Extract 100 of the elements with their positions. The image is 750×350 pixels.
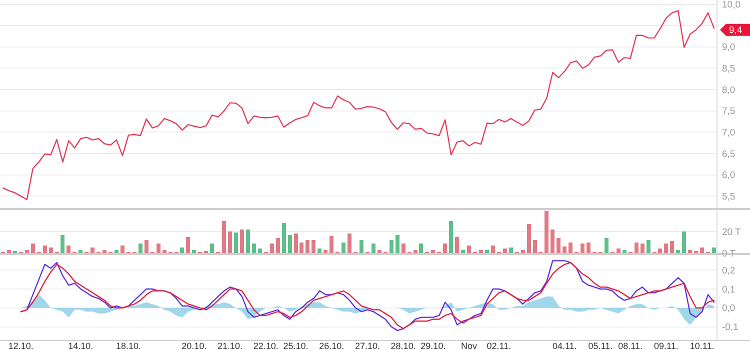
bar	[180, 248, 184, 253]
bar	[377, 250, 382, 253]
bar	[520, 250, 525, 253]
x-tick-label: 21.10.	[218, 341, 243, 350]
x-tick-label: 05.11.	[588, 341, 613, 350]
bar	[156, 243, 160, 253]
bar	[114, 250, 119, 253]
bar	[508, 248, 513, 253]
bar	[6, 250, 11, 253]
bar	[562, 246, 567, 253]
bar	[138, 243, 142, 253]
bar	[330, 236, 334, 253]
bar	[443, 243, 448, 253]
bar	[48, 248, 53, 253]
x-tick-label: 08.11.	[618, 341, 643, 350]
y-tick-label: 8,5	[722, 64, 736, 75]
x-tick-label: 18.10.	[116, 341, 141, 350]
bar	[682, 232, 686, 253]
bar	[270, 243, 274, 253]
y-tick-label: 8,0	[722, 84, 736, 96]
bar	[526, 224, 531, 253]
bar	[389, 240, 394, 253]
bar	[556, 238, 561, 253]
bar	[282, 222, 286, 253]
bar	[246, 229, 250, 253]
bar	[586, 242, 591, 253]
bar	[419, 243, 424, 253]
y-tick-label: 0,1	[722, 284, 736, 296]
x-tick-label: 26.10.	[319, 341, 344, 350]
x-tick-label: 29.10.	[420, 341, 446, 350]
bar	[478, 250, 483, 253]
bar	[276, 238, 280, 253]
bar	[413, 250, 418, 253]
y-tick-label: 6,5	[722, 148, 736, 160]
bar	[186, 236, 190, 253]
bar	[502, 248, 507, 253]
bar	[664, 243, 668, 253]
bar	[401, 243, 406, 253]
bar	[228, 232, 232, 253]
bar	[544, 211, 549, 253]
bar	[42, 245, 47, 253]
y-tick-label: 20 T	[722, 226, 742, 238]
bar	[622, 250, 626, 253]
x-tick-label: 28.10.	[390, 341, 416, 350]
bar	[90, 248, 95, 253]
bar	[66, 245, 71, 253]
x-tick-label: 14.10.	[68, 341, 94, 350]
x-tick-label: 27.10.	[354, 341, 380, 350]
bar	[688, 250, 692, 253]
bar	[359, 240, 364, 253]
x-tick-label: 22.10.	[253, 341, 278, 350]
bar	[431, 250, 436, 253]
bar	[455, 236, 460, 253]
bar	[234, 232, 238, 253]
x-tick-label: 04.11.	[552, 341, 577, 350]
bar	[550, 229, 555, 253]
y-tick-label: 7,5	[722, 106, 736, 118]
bar	[700, 248, 704, 253]
bar	[348, 234, 352, 253]
bar	[371, 243, 376, 253]
bar	[78, 250, 83, 253]
y-tick-label: 0,0	[722, 303, 736, 314]
y-tick-label: 9,0	[722, 42, 736, 54]
x-tick-label: 12.10.	[8, 341, 34, 350]
bar	[449, 220, 454, 253]
bar	[210, 243, 214, 253]
bar	[484, 250, 489, 253]
bar	[318, 248, 322, 253]
bar	[258, 248, 262, 253]
bar	[60, 234, 65, 253]
y-tick-label: 6,0	[722, 170, 736, 182]
bar	[616, 248, 620, 253]
bar	[634, 242, 638, 253]
bar	[24, 250, 29, 253]
x-tick-label: Nov	[461, 341, 478, 350]
bar	[670, 241, 674, 253]
bar	[580, 243, 585, 253]
line-series	[2, 10, 715, 200]
bar	[306, 240, 310, 253]
bar	[288, 234, 292, 253]
x-tick-label: 20.10.	[182, 341, 207, 350]
bar	[395, 234, 400, 253]
bar	[676, 250, 680, 253]
bar	[342, 242, 346, 253]
y-tick-label: 7,0	[722, 128, 736, 139]
bar	[312, 240, 316, 253]
bar	[640, 243, 644, 253]
annotation: 9,4	[729, 25, 742, 36]
bar	[324, 250, 328, 253]
x-tick-label: 10.11.	[690, 341, 714, 350]
bar	[467, 245, 472, 253]
bar	[252, 243, 256, 253]
bar	[162, 250, 166, 253]
bar	[102, 250, 107, 253]
y-tick-label: 0,2	[722, 265, 736, 276]
bar	[490, 245, 495, 253]
y-tick-label: 5,5	[722, 192, 736, 203]
bar	[144, 240, 148, 253]
bar	[604, 238, 608, 253]
y-tick-label: 10,0	[722, 0, 740, 11]
